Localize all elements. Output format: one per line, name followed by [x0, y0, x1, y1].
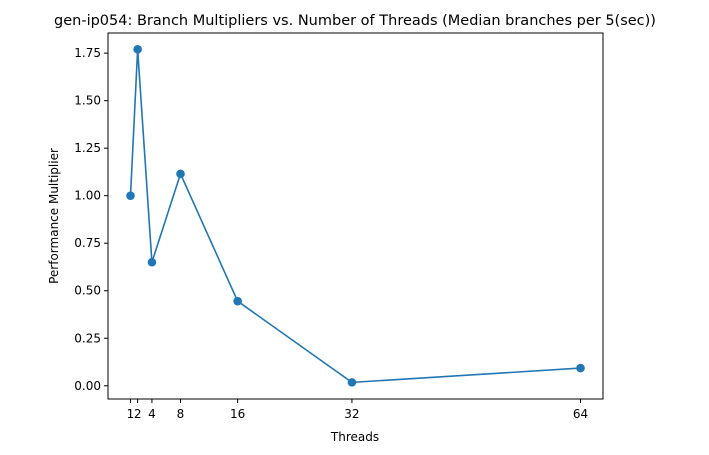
data-point — [233, 296, 242, 306]
plot-background — [108, 33, 603, 399]
x-tick-label: 1 — [127, 407, 135, 421]
y-tick-label: 0.50 — [74, 284, 101, 298]
plot-frame — [107, 32, 604, 400]
data-point — [126, 191, 135, 200]
y-axis-label: Performance Multiplier — [47, 148, 61, 284]
x-tick-label: 8 — [177, 407, 185, 421]
y-tick-label: 0.25 — [74, 331, 101, 345]
x-tick-label: 4 — [148, 407, 156, 421]
data-point — [133, 45, 142, 54]
y-tick-label: 1.25 — [74, 141, 101, 155]
data-point — [576, 363, 585, 373]
series-layer — [126, 45, 585, 387]
y-tick-label: 0.00 — [74, 379, 101, 393]
x-tick-label: 32 — [344, 407, 359, 421]
data-point — [347, 378, 357, 387]
y-tick-label: 1.00 — [74, 189, 101, 203]
x-tick-label: 64 — [573, 407, 588, 421]
chart-title: gen-ip054: Branch Multipliers vs. Number… — [54, 13, 656, 29]
y-axis-ticks: 0.00 0.25 0.50 0.75 1.00 1.25 1.50 1.75 — [74, 46, 108, 393]
y-tick-label: 1.75 — [74, 46, 101, 60]
x-tick-label: 2 — [134, 407, 142, 421]
x-axis-ticks: 1 2 4 8 16 32 64 — [127, 399, 588, 421]
x-axis-label: Threads — [330, 430, 379, 444]
data-point — [147, 257, 157, 267]
y-tick-label: 0.75 — [74, 236, 101, 250]
x-tick-label: 16 — [230, 407, 245, 421]
data-point — [176, 169, 185, 179]
y-tick-label: 1.50 — [74, 94, 101, 108]
